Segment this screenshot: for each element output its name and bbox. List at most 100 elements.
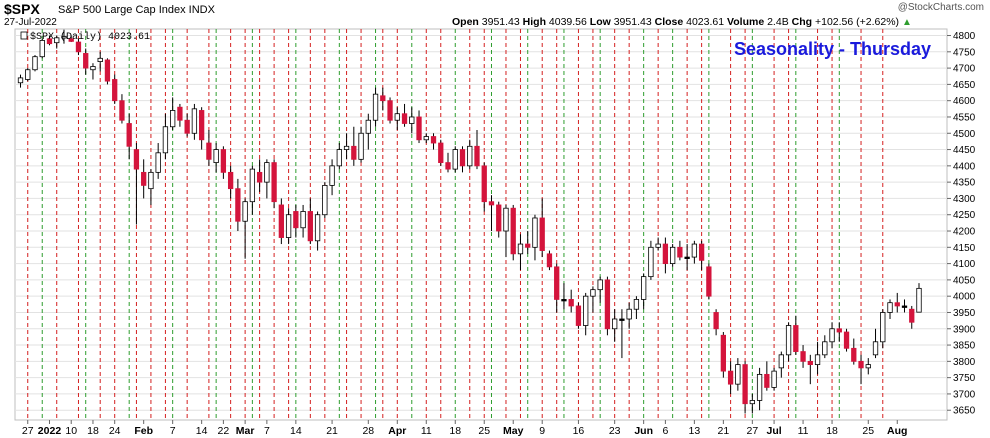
candle-body [510,207,516,255]
x-tick-label: Jun [634,425,653,437]
candle-body [322,184,328,216]
candle-body [713,312,719,330]
candle-body [83,53,89,69]
y-tick-label: 4400 [953,161,976,172]
candle-body [119,100,125,121]
candle-body [235,188,241,222]
candle-body [742,364,748,405]
x-tick-label: 27 [746,425,758,437]
candle-body [597,279,603,291]
y-tick-label: 4250 [953,210,976,221]
candle-body [691,243,698,258]
y-tick-label: 4200 [953,227,976,238]
y-tick-label: 4450 [953,145,976,156]
candle-body [459,149,466,167]
candle-body [474,145,480,167]
open-label: Open [452,16,479,28]
y-tick-label: 3850 [953,341,976,352]
candle-body [97,57,103,62]
candle-body [278,204,285,238]
candle-body [372,93,379,121]
y-tick-label: 4750 [953,47,976,58]
candle-body [256,171,263,183]
candle-body [496,204,502,232]
candle-body [561,299,567,302]
high-value: 4039.56 [548,16,587,28]
candle-body [75,41,82,53]
candle-body [590,289,596,297]
candle-body [314,214,321,242]
up-arrow-icon: ▲ [901,17,912,28]
candle-body [264,162,270,183]
candle-body [206,142,212,160]
x-tick-label: Apr [388,425,406,437]
y-tick-label: 4050 [953,275,976,286]
open-value: 3951.43 [481,16,520,28]
candle-body [17,77,24,84]
candle-body [814,354,821,366]
candle-body [351,145,357,160]
candle-body [641,276,647,300]
candle-body [39,40,45,58]
candle-body [191,108,198,134]
chart-header: $SPX S&P 500 Large Cap Index INDX 27-Jul… [0,0,990,28]
x-tick-label: 11 [421,425,432,437]
candle-body [467,145,473,167]
candle-body [727,370,734,385]
candle-body [532,217,538,248]
candle-body [677,246,683,258]
x-tick-label: 13 [689,425,701,437]
candle-body [764,373,770,388]
y-tick-label: 3650 [953,406,976,417]
candle-body [655,243,661,248]
candle-body [54,37,60,44]
symbol-description: S&P 500 Large Cap Index INDX [58,4,215,16]
candle-body [488,201,495,206]
x-tick-label: 6 [662,425,668,437]
candle-body [307,211,313,242]
candle-body [756,373,763,401]
candle-body [916,287,922,313]
candle-body [199,110,205,141]
candle-body [554,266,560,300]
candle-body [213,149,219,163]
candle-body [517,243,524,255]
high-label: High [522,16,546,28]
candle-body [46,38,53,45]
candle-body [749,400,755,405]
volume-label: Volume [727,16,765,28]
y-tick-label: 3800 [953,357,976,368]
y-tick-label: 4600 [953,96,976,107]
candle-body [155,152,161,173]
candle-body [669,246,676,265]
candle-body [778,354,784,369]
x-tick-label: 18 [449,425,461,437]
candle-body [612,318,618,330]
candle-body [336,149,342,167]
close-label: Close [654,16,684,28]
candle-body [358,132,364,160]
y-tick-label: 3900 [953,324,976,335]
candle-body [546,253,553,268]
candle-body [452,149,458,170]
candle-body [880,312,886,343]
y-tick-label: 4800 [953,31,976,42]
y-tick-label: 4650 [953,80,976,91]
candle-body [343,145,350,150]
chg-value: +102.56 (+2.62%) [814,16,900,28]
low-label: Low [589,16,611,28]
candle-body [148,171,154,190]
y-tick-label: 3750 [953,373,976,384]
candle-body [583,295,589,326]
candle-body [90,66,96,71]
candle-body [706,266,712,297]
candle-body [843,331,850,349]
y-tick-label: 3950 [953,308,976,319]
candle-body [249,168,256,203]
candle-body [177,106,183,121]
chart-date: 27-Jul-2022 [4,17,57,28]
x-tick-label: 10 [65,425,77,437]
candle-body [872,341,879,356]
candle-body [430,136,437,144]
